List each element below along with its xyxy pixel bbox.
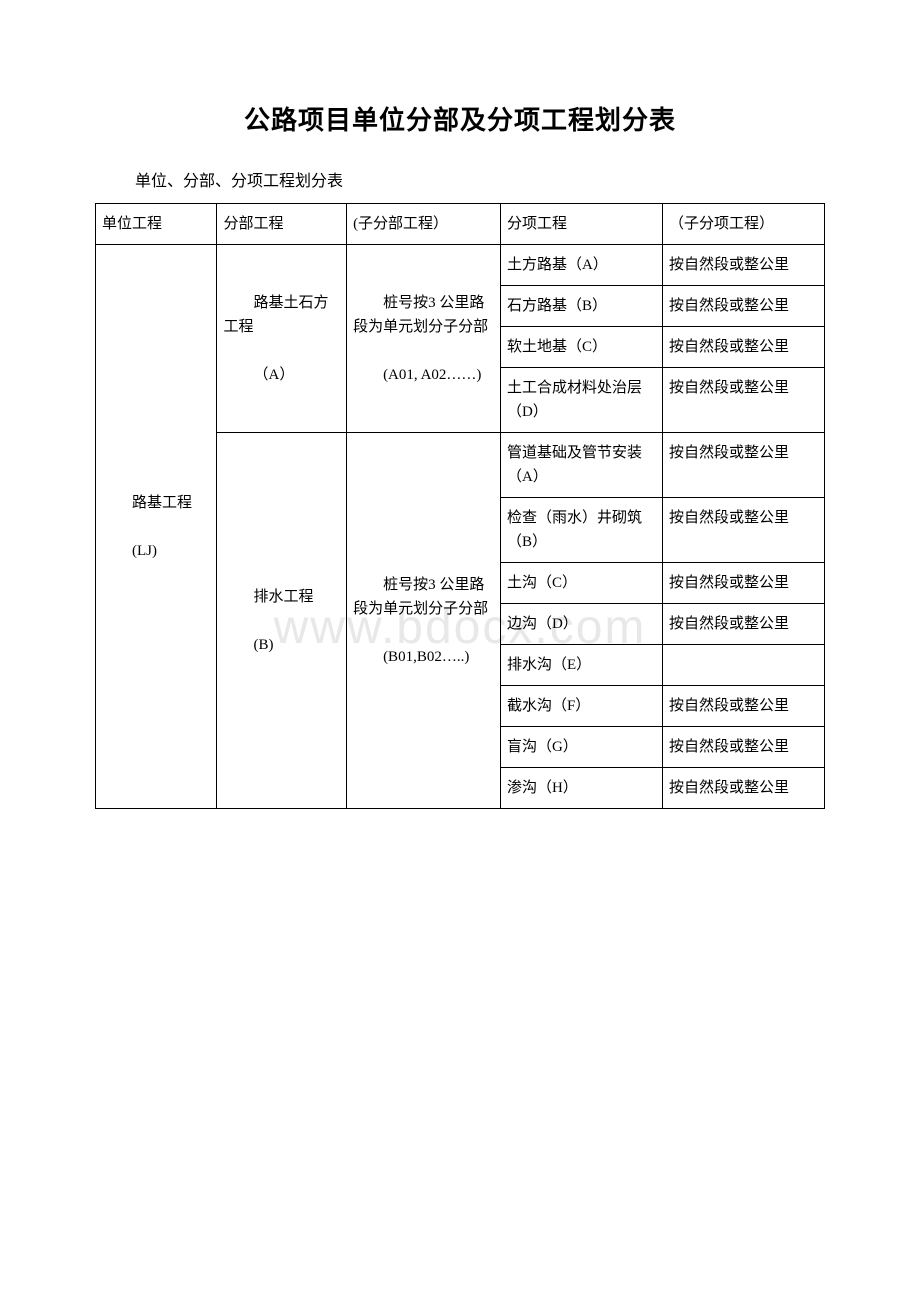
item-cell: 检查（雨水）井砌筑（B）	[500, 498, 662, 563]
header-unit: 单位工程	[96, 204, 217, 245]
header-subitem: （子分项工程）	[662, 204, 824, 245]
document-content: 公路项目单位分部及分项工程划分表 单位、分部、分项工程划分表 单位工程 分部工程…	[95, 100, 825, 809]
subitem-cell: 按自然段或整公里	[662, 686, 824, 727]
subitem-cell: 按自然段或整公里	[662, 245, 824, 286]
document-title: 公路项目单位分部及分项工程划分表	[95, 100, 825, 137]
item-cell: 边沟（D）	[500, 604, 662, 645]
item-cell: 石方路基（B）	[500, 286, 662, 327]
division-table: 单位工程 分部工程 (子分部工程） 分项工程 （子分项工程） 路基工程 (LJ)…	[95, 203, 825, 809]
item-cell: 土工合成材料处治层（D）	[500, 368, 662, 433]
table-row: 路基工程 (LJ) 路基土石方工程 （A） 桩号按3 公里路段为单元划分子分部 …	[96, 245, 825, 286]
table-header-row: 单位工程 分部工程 (子分部工程） 分项工程 （子分项工程）	[96, 204, 825, 245]
subitem-cell: 按自然段或整公里	[662, 604, 824, 645]
subitem-cell: 按自然段或整公里	[662, 498, 824, 563]
item-cell: 渗沟（H）	[500, 768, 662, 809]
subitem-cell: 按自然段或整公里	[662, 368, 824, 433]
header-subsection: (子分部工程）	[347, 204, 501, 245]
subitem-cell: 按自然段或整公里	[662, 727, 824, 768]
item-cell: 软土地基（C）	[500, 327, 662, 368]
item-cell: 排水沟（E）	[500, 645, 662, 686]
subitem-cell: 按自然段或整公里	[662, 768, 824, 809]
subsection-a-cell: 桩号按3 公里路段为单元划分子分部 (A01, A02……)	[347, 245, 501, 433]
header-section: 分部工程	[217, 204, 347, 245]
section-a-cell: 路基土石方工程 （A）	[217, 245, 347, 433]
unit-project-cell: 路基工程 (LJ)	[96, 245, 217, 809]
item-cell: 土方路基（A）	[500, 245, 662, 286]
subitem-cell: 按自然段或整公里	[662, 327, 824, 368]
document-subtitle: 单位、分部、分项工程划分表	[135, 167, 825, 191]
item-cell: 管道基础及管节安装（A）	[500, 433, 662, 498]
item-cell: 土沟（C）	[500, 563, 662, 604]
item-cell: 截水沟（F）	[500, 686, 662, 727]
section-b-cell: 排水工程 (B)	[217, 433, 347, 809]
subitem-cell: 按自然段或整公里	[662, 286, 824, 327]
subitem-cell: 按自然段或整公里	[662, 563, 824, 604]
subitem-cell: 按自然段或整公里	[662, 433, 824, 498]
item-cell: 盲沟（G）	[500, 727, 662, 768]
subitem-cell	[662, 645, 824, 686]
subsection-b-cell: 桩号按3 公里路段为单元划分子分部 (B01,B02…..)	[347, 433, 501, 809]
header-item: 分项工程	[500, 204, 662, 245]
